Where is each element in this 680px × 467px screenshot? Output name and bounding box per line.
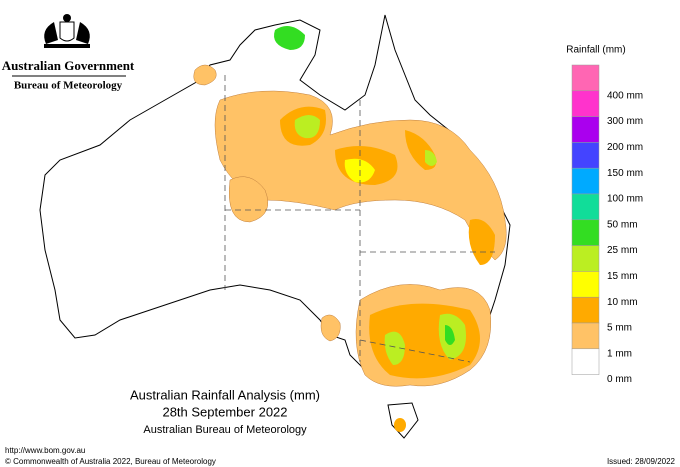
australia: [39, 14, 511, 439]
legend-label: 200 mm: [607, 142, 643, 153]
legend-swatch: [571, 296, 600, 324]
title-line: Australian Rainfall Analysis (mm): [130, 387, 320, 402]
rain-areas: [193, 26, 507, 432]
legend-label: 15 mm: [607, 271, 638, 282]
agency-name: Bureau of Meteorology: [14, 80, 123, 92]
legend-swatch: [571, 64, 600, 92]
legend-label: 1 mm: [607, 348, 632, 359]
footer-copyright: © Commonwealth of Australia 2022, Bureau…: [5, 457, 216, 466]
legend-swatch: [571, 193, 600, 221]
legend-label: 0 mm: [607, 374, 632, 385]
legend: 400 mm 300 mm 200 mm 150 mm 100 mm 50 mm 25 mm…: [571, 64, 643, 385]
title-date: 28th September 2022: [162, 404, 287, 419]
legend-swatch: [571, 142, 600, 169]
coat-of-arms: [44, 14, 90, 48]
legend-label: 50 mm: [607, 219, 638, 230]
legend-swatch: [571, 348, 600, 375]
title-agency: Australian Bureau of Meteorology: [143, 424, 307, 436]
legend-label: 400 mm: [607, 90, 643, 101]
footer-issued: Issued: 28/09/2022: [607, 457, 676, 466]
legend-title: Rainfall (mm): [566, 45, 625, 56]
state-borders: [224, 75, 495, 363]
legend-swatch: [571, 245, 600, 272]
legend-label: 300 mm: [607, 116, 643, 127]
legend-swatch: [571, 322, 600, 350]
legend-swatch: [571, 167, 600, 195]
legend-label: 100 mm: [607, 194, 643, 205]
government-name: Australian Government: [2, 58, 135, 73]
legend-label: 5 mm: [607, 323, 632, 334]
legend-swatch: [571, 271, 600, 298]
footer-url: http://www.bom.gov.au: [5, 446, 85, 455]
legend-swatch: [571, 116, 600, 143]
legend-label: 10 mm: [607, 297, 638, 308]
legend-label: 150 mm: [607, 168, 643, 179]
legend-swatch: [571, 90, 600, 117]
legend-swatch: [571, 219, 600, 246]
legend-label: 25 mm: [607, 245, 638, 256]
